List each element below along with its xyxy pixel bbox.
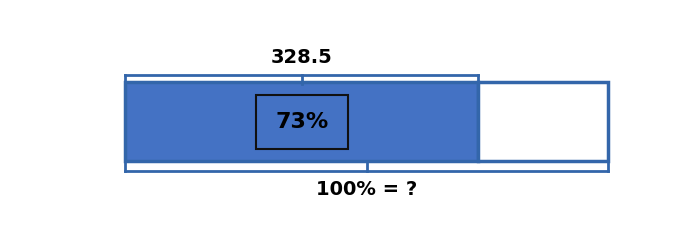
Bar	[478, 82, 608, 161]
Text: 100% = ?: 100% = ?	[316, 180, 417, 199]
Text: 73%: 73%	[275, 112, 328, 132]
Text: 328.5: 328.5	[271, 48, 332, 67]
Bar	[256, 95, 348, 149]
Bar	[125, 82, 478, 161]
